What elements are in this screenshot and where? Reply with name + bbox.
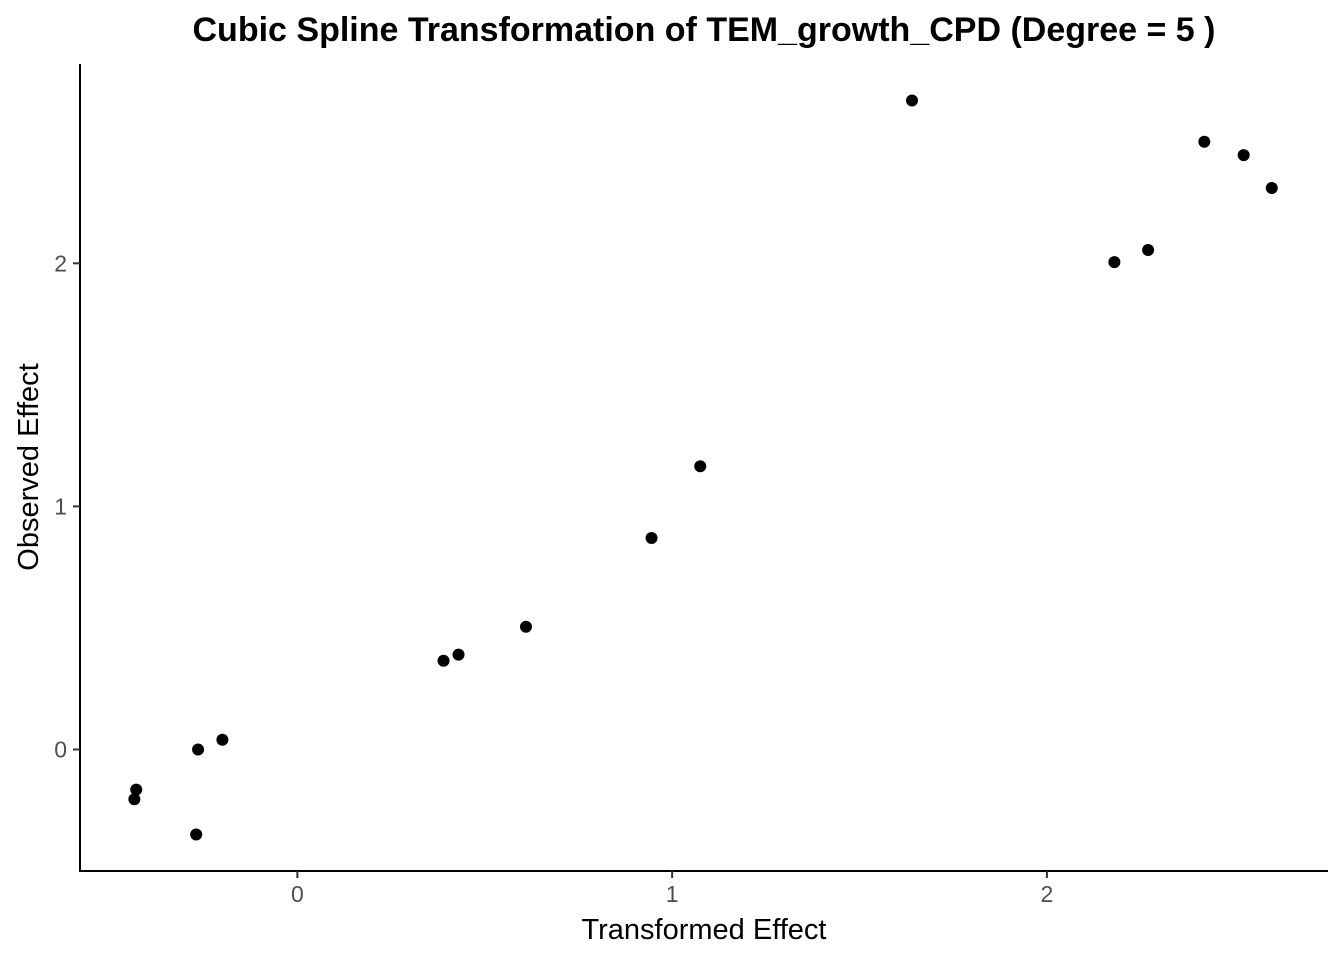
chart-title: Cubic Spline Transformation of TEM_growt… (192, 11, 1216, 49)
data-point (694, 460, 707, 473)
data-point (130, 783, 143, 796)
data-points (128, 94, 1278, 841)
data-point (1108, 256, 1121, 269)
y-tick-label: 2 (54, 250, 67, 276)
data-point (1265, 181, 1278, 194)
y-axis-ticks: 0 1 2 (54, 250, 80, 762)
data-point (519, 620, 532, 633)
x-axis-title: Transformed Effect (582, 914, 827, 946)
x-tick-label: 1 (666, 881, 679, 907)
x-tick-label: 0 (291, 881, 304, 907)
x-tick-label: 2 (1041, 881, 1054, 907)
data-point (190, 828, 203, 841)
data-point (906, 94, 918, 107)
data-point (645, 531, 658, 544)
y-tick-label: 0 (54, 736, 67, 762)
data-point (452, 648, 465, 661)
data-point (1142, 243, 1155, 256)
y-axis-title: Observed Effect (13, 363, 45, 570)
y-tick-label: 1 (54, 493, 67, 519)
data-point (437, 654, 450, 667)
data-point (216, 733, 229, 746)
x-axis-ticks: 0 1 2 (291, 871, 1053, 907)
data-point (192, 743, 205, 756)
data-point (128, 793, 141, 806)
data-point (1198, 135, 1211, 148)
data-point (1237, 149, 1250, 162)
